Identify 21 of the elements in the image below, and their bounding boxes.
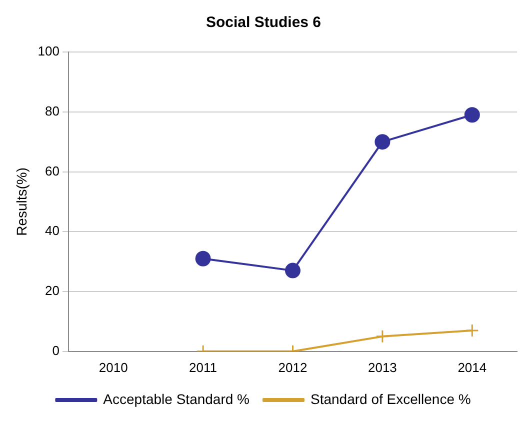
y-tick-label: 0 [52,342,60,358]
chart-title: Social Studies 6 [206,14,322,32]
point [465,324,479,338]
legend-label: Standard of Excellence % [310,390,471,407]
y-tick-label: 20 [45,283,60,298]
x-tick-label: 2014 [458,360,487,375]
point [374,134,390,150]
point [284,262,300,278]
y-tick-label: 40 [45,223,60,238]
point [376,330,390,344]
y-axis-title: Results(%) [13,167,30,236]
x-tick-label: 2012 [278,360,308,375]
point [464,107,480,123]
y-tick-label: 100 [38,44,60,59]
legend-label: Acceptable Standard % [103,390,250,407]
point [195,250,211,266]
x-tick-label: 2011 [189,360,218,375]
x-tick-label: 2010 [98,360,128,375]
y-tick-label: 60 [45,163,60,178]
y-tick-label: 80 [45,103,60,118]
x-tick-label: 2013 [368,360,397,375]
